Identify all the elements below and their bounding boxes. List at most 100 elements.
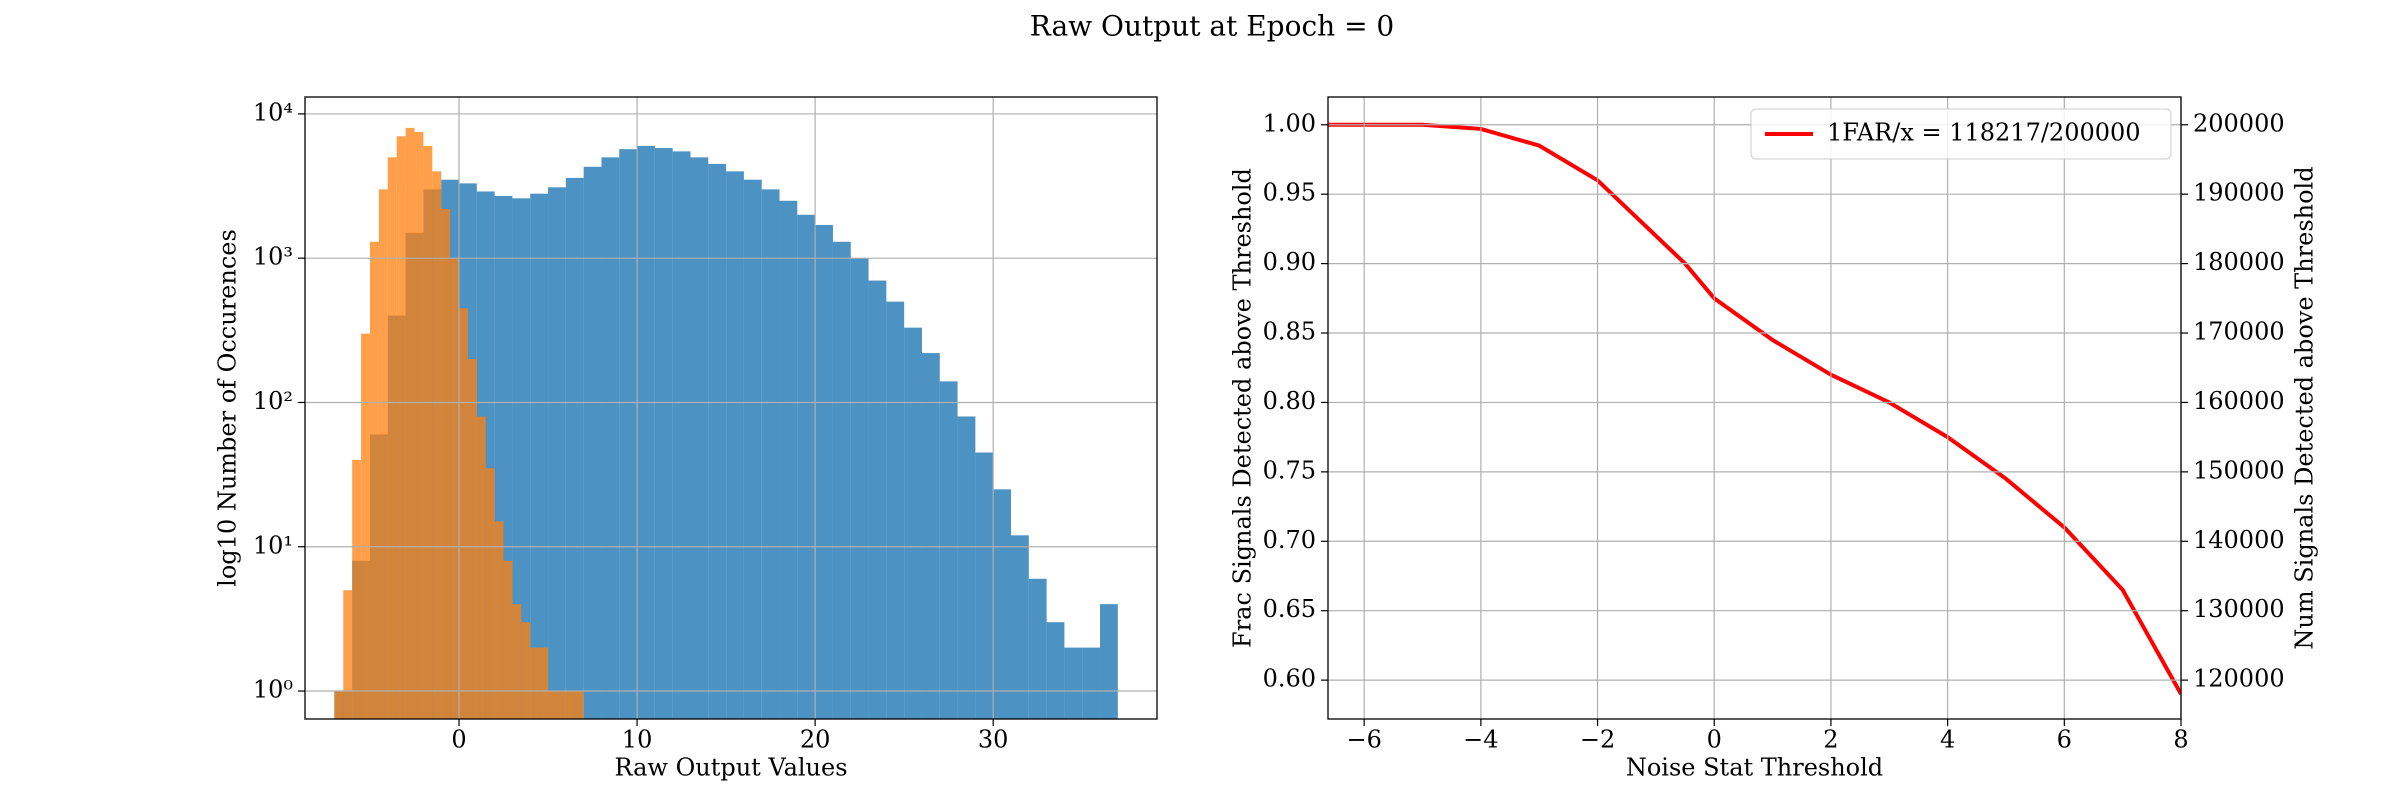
histogram-bar: [1010, 535, 1029, 719]
histogram-bar: [467, 359, 477, 719]
histogram-bar: [556, 691, 566, 719]
y2-tick-label: 120000: [2193, 665, 2285, 693]
histogram-bar: [1100, 604, 1118, 719]
histogram-bar: [654, 148, 673, 719]
histogram-bar: [601, 157, 620, 719]
histogram-bar: [743, 179, 762, 719]
y-tick-label: 0.80: [1263, 387, 1316, 415]
histogram-bar: [423, 145, 433, 719]
y2-tick-label: 180000: [2193, 248, 2285, 276]
x-tick-label: 2: [1823, 726, 1838, 754]
histogram-bar: [405, 127, 415, 719]
histogram-bar: [1064, 647, 1083, 719]
y-tick-label: 10⁴: [253, 98, 293, 126]
histogram-bar: [583, 166, 602, 719]
histogram-bar: [414, 131, 424, 719]
y2-tick-label: 150000: [2193, 456, 2285, 484]
y-tick-label: 0.95: [1263, 179, 1316, 207]
histogram-bar: [352, 459, 362, 719]
figure-title: Raw Output at Epoch = 0: [1030, 10, 1395, 43]
y-tick-label: 0.70: [1263, 526, 1316, 554]
x-tick-label: −4: [1463, 726, 1498, 754]
histogram-bar: [503, 560, 513, 719]
x-tick-label: 30: [978, 726, 1009, 754]
y-tick-label: 0.75: [1263, 456, 1316, 484]
histogram-bar: [921, 353, 940, 719]
histogram-bar: [850, 258, 869, 719]
y-tick-label: 0.60: [1263, 665, 1316, 693]
histogram-bar: [548, 691, 557, 719]
histogram-bar: [521, 622, 531, 719]
histogram-bar: [868, 280, 887, 719]
y-tick-label: 10³: [253, 243, 293, 271]
x-tick-label: −6: [1346, 726, 1381, 754]
histogram-bar: [396, 136, 406, 719]
x-axis-label: Raw Output Values: [614, 754, 847, 782]
histogram-bar: [832, 241, 851, 719]
y-tick-label: 10⁰: [253, 676, 293, 704]
histogram-bar: [343, 590, 353, 719]
histogram-bar: [779, 200, 798, 719]
y-tick-label: 1.00: [1263, 109, 1316, 137]
y-tick-label: 0.85: [1263, 318, 1316, 346]
histogram-bar: [904, 327, 922, 719]
y2-tick-label: 190000: [2193, 179, 2285, 207]
histogram-bar: [957, 416, 976, 719]
y-tick-label: 0.90: [1263, 248, 1316, 276]
histogram-bar: [548, 187, 566, 719]
histogram-bar: [494, 521, 504, 719]
y2-tick-label: 200000: [2193, 109, 2285, 137]
histogram-bar: [378, 189, 388, 719]
histogram-bar: [512, 604, 522, 719]
plot-area: [334, 127, 1118, 719]
y2-tick-label: 170000: [2193, 318, 2285, 346]
histogram-bar: [432, 171, 442, 719]
x-tick-label: 4: [1940, 726, 1955, 754]
histogram-bar: [441, 208, 451, 719]
histogram-bar: [530, 647, 540, 719]
histogram-bar: [672, 151, 691, 719]
histogram-bar: [726, 171, 744, 719]
histogram-bar: [815, 224, 833, 719]
x-tick-label: 8: [2173, 726, 2188, 754]
histogram-bar: [993, 489, 1011, 719]
histogram-bar: [485, 468, 495, 719]
histogram-bar: [886, 301, 905, 719]
histogram-bar: [476, 416, 486, 719]
histogram-bar: [334, 691, 344, 719]
y-tick-label: 0.65: [1263, 595, 1316, 623]
histogram-bar: [619, 149, 638, 719]
histogram-bar: [512, 198, 531, 719]
histogram-bar: [361, 333, 370, 719]
y2-tick-label: 140000: [2193, 526, 2285, 554]
x-tick-label: −2: [1580, 726, 1615, 754]
y-axis-label: Frac Signals Detected above Threshold: [1229, 168, 1257, 648]
x-tick-label: 0: [451, 726, 466, 754]
histogram-bar: [450, 258, 460, 719]
y-axis-label: log10 Number of Occurences: [214, 229, 242, 587]
histogram-bar: [1046, 622, 1065, 719]
histogram-bar: [690, 157, 709, 719]
histogram-bar: [1028, 578, 1047, 719]
x-tick-label: 20: [800, 726, 831, 754]
histogram-bar: [637, 145, 655, 719]
histogram-bar: [387, 157, 397, 719]
x-axis-label: Noise Stat Threshold: [1626, 754, 1883, 782]
histogram-bar: [797, 214, 816, 719]
axes-frame: [1327, 96, 2182, 720]
histogram-bar: [761, 189, 780, 719]
line-series: [1328, 122, 2181, 695]
x-tick-label: 0: [1707, 726, 1722, 754]
axes-frame: [304, 96, 1158, 720]
histogram-bar: [1082, 647, 1101, 719]
legend-label: 1FAR/x = 118217/200000: [1827, 119, 2141, 147]
histogram-bar: [369, 241, 379, 719]
histogram-bar: [939, 381, 958, 719]
y-tick-label: 10²: [253, 387, 293, 415]
x-tick-label: 10: [622, 726, 653, 754]
y2-tick-label: 160000: [2193, 387, 2285, 415]
histogram-bar: [459, 308, 468, 719]
histogram-bar: [565, 691, 575, 719]
legend-box: [1750, 108, 2172, 160]
